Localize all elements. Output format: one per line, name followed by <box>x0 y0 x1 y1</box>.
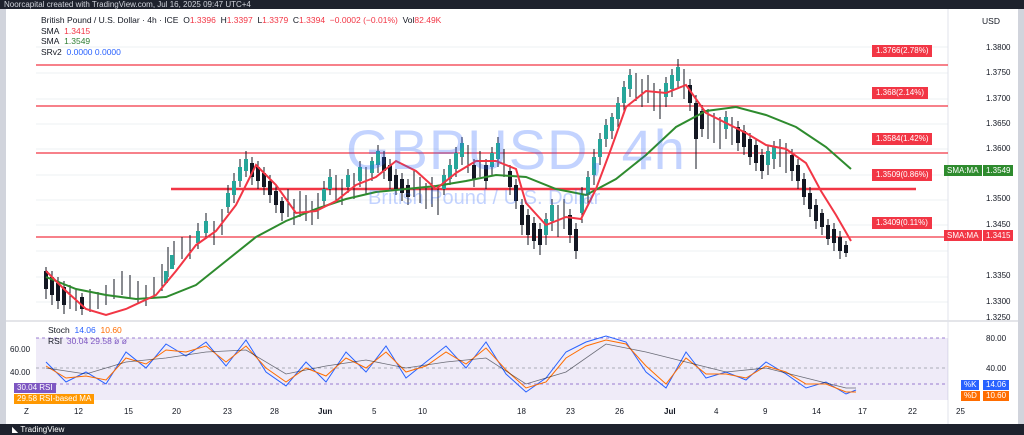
oscillator-legend: Stoch 14.06 10.60 RSI 30.04 29.58 ø ø <box>48 325 127 347</box>
date-label: 18 <box>517 407 526 416</box>
low-value: 1.3379 <box>262 15 289 25</box>
volume-value: 82.49K <box>414 15 442 25</box>
stoch-legend[interactable]: Stoch 14.06 10.60 <box>48 325 122 335</box>
symbol-watermark-subtitle: British Pound / U.S. Dollar <box>368 187 601 209</box>
open-value: 1.3396 <box>189 15 216 25</box>
date-label: Jul <box>664 407 676 416</box>
date-label: 5 <box>372 407 377 416</box>
date-label: 25 <box>956 407 965 416</box>
stoch-k-tag-value: 14.06 <box>983 380 1010 390</box>
date-label: 20 <box>172 407 181 416</box>
sma-slow-line <box>45 105 852 301</box>
date-label: 22 <box>908 407 917 416</box>
date-label: 10 <box>418 407 427 416</box>
stoch-d-tag: %D <box>961 391 980 401</box>
osc-left-40: 40.00 <box>10 368 31 377</box>
ohlc-row: British Pound / U.S. Dollar · 4h · ICE O… <box>41 15 442 25</box>
date-label: Jun <box>318 407 333 416</box>
rsi-legend[interactable]: RSI 30.04 29.58 ø ø <box>48 336 127 346</box>
rsi-ma-left-tag: 29.58 RSI-based MA <box>14 394 95 404</box>
stoch-k-tag: %K <box>961 380 980 390</box>
resistance-label-3[interactable]: 1.3584(1.42%) <box>872 133 933 145</box>
price-axis-label: 1.3750 <box>986 68 1011 77</box>
date-label: 15 <box>124 407 133 416</box>
date-label: 17 <box>858 407 867 416</box>
symbol-name[interactable]: British Pound / U.S. Dollar · 4h · ICE <box>41 15 179 25</box>
symbol-watermark: GBPUSD, 4h <box>346 118 686 181</box>
tradingview-logo[interactable]: ◣ TradingView <box>12 425 65 434</box>
date-label: 26 <box>615 407 624 416</box>
price-axis-label: 1.3450 <box>986 220 1011 229</box>
resistance-label-5[interactable]: 1.3409(0.11%) <box>872 217 932 229</box>
osc-axis-label: 40.00 <box>986 364 1007 373</box>
stoch-d-line <box>45 339 856 393</box>
high-value: 1.3397 <box>226 15 253 25</box>
footer-bar: ◣ TradingView <box>0 424 1024 435</box>
date-label: 28 <box>270 407 279 416</box>
close-value: 1.3394 <box>299 15 326 25</box>
price-axis-label: 1.3500 <box>986 194 1011 203</box>
stoch-k-line <box>45 335 857 395</box>
date-label: 12 <box>74 407 83 416</box>
date-label: 9 <box>763 407 768 416</box>
date-label: 4 <box>714 407 719 416</box>
date-label: 23 <box>223 407 232 416</box>
srv2-legend[interactable]: SRv2 0.0000 0.0000 <box>41 46 121 57</box>
sma-fast-line <box>45 83 852 317</box>
sma-slow-axis-value: 1.3549 <box>983 165 1014 176</box>
price-axis-label: 1.3600 <box>986 144 1011 153</box>
resistance-label-4[interactable]: 1.3509(0.86%) <box>872 169 933 181</box>
osc-left-60: 60.00 <box>10 345 31 354</box>
sma-fast-legend[interactable]: SMA 1.3415 <box>41 25 91 36</box>
chart-legend: British Pound / U.S. Dollar · 4h · ICE O… <box>41 15 441 57</box>
resistance-label-1[interactable]: 1.3766(2.78%) <box>872 45 933 57</box>
price-axis-label: 1.3650 <box>986 119 1011 128</box>
rsi-line <box>45 343 856 389</box>
sma-slow-legend[interactable]: SMA 1.3549 <box>41 36 91 46</box>
osc-axis-label: 80.00 <box>986 334 1007 343</box>
price-axis-label: 1.3350 <box>986 271 1011 280</box>
sma-fast-axis-value: 1.3415 <box>983 230 1014 241</box>
price-axis-label: 1.3250 <box>986 313 1011 322</box>
oscillator-chart[interactable] <box>6 322 1018 402</box>
rsi-left-tag: 30.04 RSI <box>14 383 56 393</box>
price-chart[interactable] <box>6 9 1018 429</box>
chart-panel[interactable]: GBPUSD, 4h British Pound / U.S. Dollar B… <box>6 9 1018 429</box>
date-label: 14 <box>812 407 821 416</box>
price-axis-label: 1.3700 <box>986 94 1011 103</box>
stoch-d-tag-value: 10.60 <box>983 391 1010 401</box>
resistance-label-2[interactable]: 1.368(2.14%) <box>872 87 929 99</box>
price-axis-label: 1.3800 <box>986 43 1011 52</box>
currency-label[interactable]: USD <box>982 16 1000 26</box>
chart-credit: Noorcapital created with TradingView.com… <box>0 0 1024 9</box>
sma-fast-axis-tag: SMA:MA <box>944 230 982 241</box>
change-value: −0.0002 (−0.01%) <box>329 15 398 25</box>
price-axis-label: 1.3300 <box>986 297 1011 306</box>
tradingview-logo-icon: ◣ <box>12 425 19 434</box>
date-label: Z <box>24 407 29 416</box>
sma-slow-axis-tag: SMA:MA <box>944 165 982 176</box>
date-label: 23 <box>566 407 575 416</box>
